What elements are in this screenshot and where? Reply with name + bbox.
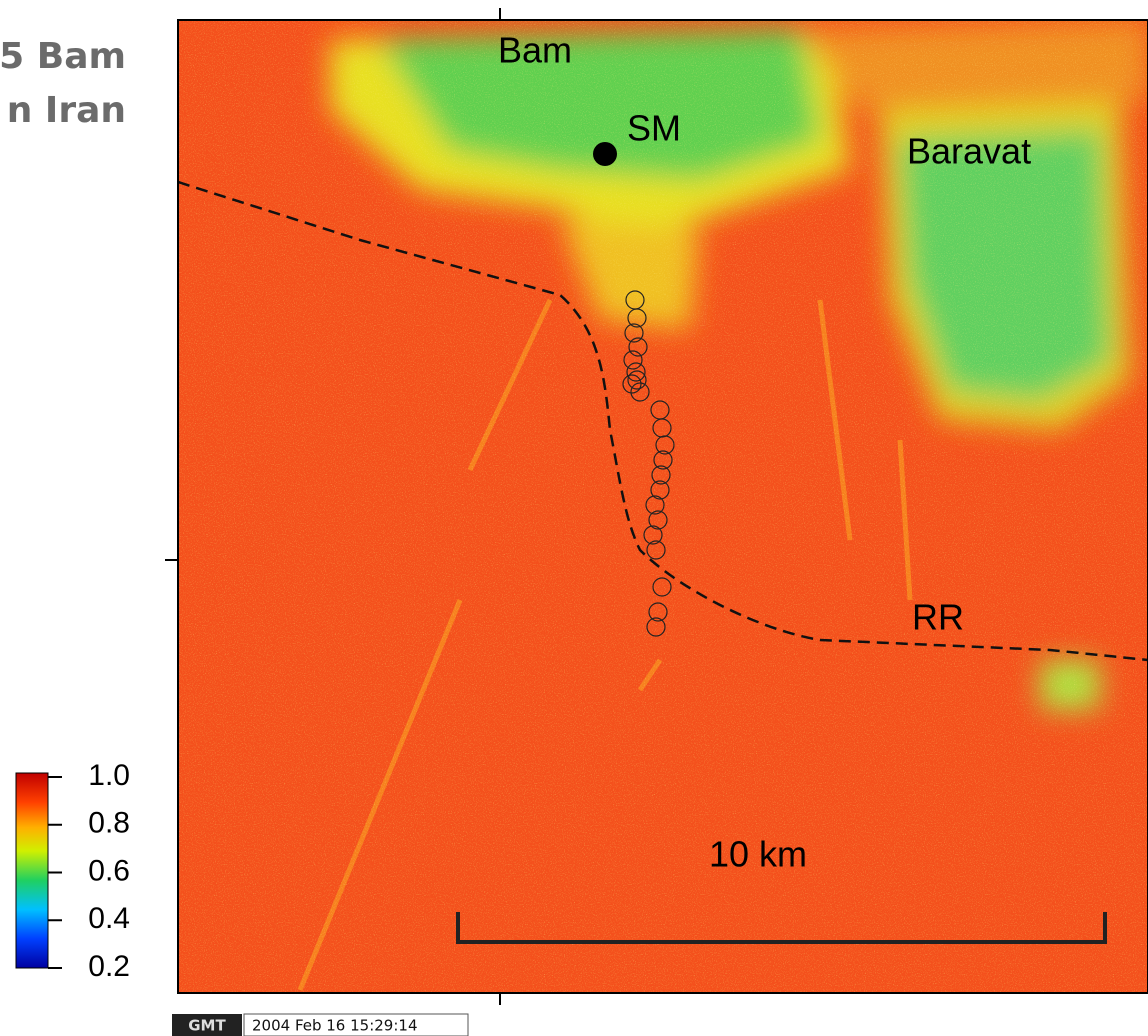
colorbar-tick-label: 1.0 xyxy=(88,759,130,792)
aftershock xyxy=(645,495,665,515)
aftershocks xyxy=(622,290,675,637)
place-label: Baravat xyxy=(907,131,1031,172)
aftershock xyxy=(652,577,672,597)
scale-bar xyxy=(456,912,1107,944)
aftershock xyxy=(627,308,647,328)
colorbar-tick-label: 0.8 xyxy=(88,807,130,840)
aftershock xyxy=(624,323,644,343)
aftershock xyxy=(622,374,642,394)
scale-bar-label: 10 km xyxy=(709,834,807,875)
aftershock xyxy=(646,540,666,560)
aftershock xyxy=(626,362,646,382)
place-label: SM xyxy=(627,108,681,149)
aftershock xyxy=(650,480,670,500)
title-line: 5 Bam xyxy=(0,36,126,77)
aftershock xyxy=(643,525,663,545)
colorbar-tick-label: 0.6 xyxy=(88,854,130,887)
logo-box xyxy=(172,1014,242,1036)
logo: GMT xyxy=(188,1017,226,1035)
aftershock xyxy=(648,602,668,622)
colorbar xyxy=(15,772,49,969)
aftershock xyxy=(627,370,647,390)
timestamp-box xyxy=(243,1013,469,1036)
colorbar-tick-label: 0.2 xyxy=(88,950,130,983)
aftershock xyxy=(655,435,675,455)
coherence-map xyxy=(178,20,1148,993)
timestamp: 2004 Feb 16 15:29:14 xyxy=(252,1017,418,1035)
aftershock xyxy=(648,510,668,530)
aftershock xyxy=(646,617,666,637)
title-line: n Iran xyxy=(7,90,126,131)
aftershock xyxy=(653,450,673,470)
aftershock xyxy=(651,465,671,485)
aftershock xyxy=(628,337,648,357)
aftershock xyxy=(630,382,650,402)
station-marker xyxy=(593,142,617,166)
colorbar-ticks: 1.0 0.8 0.6 0.4 0.2 xyxy=(48,759,130,983)
colorbar-tick-label: 0.4 xyxy=(88,902,130,935)
aftershock xyxy=(623,350,643,370)
map-frame xyxy=(177,19,1148,994)
fault-line xyxy=(178,180,1148,662)
place-label: RR xyxy=(912,597,964,638)
place-label: Bam xyxy=(498,30,572,71)
